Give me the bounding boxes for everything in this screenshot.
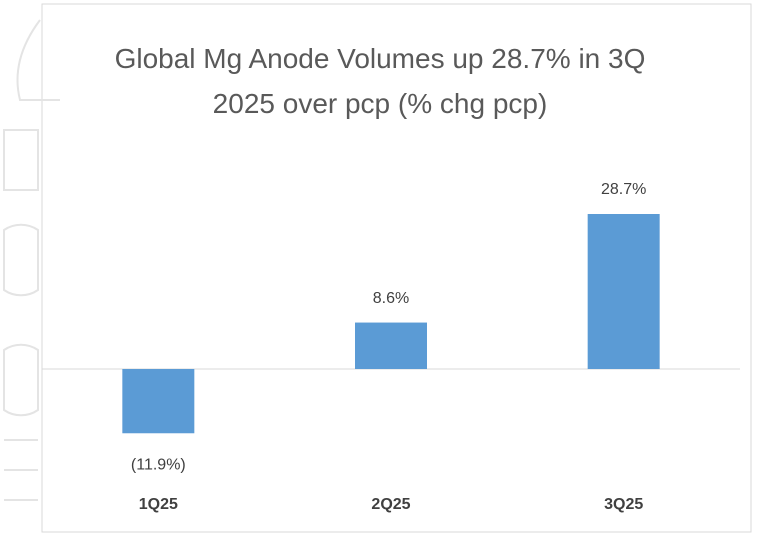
bar: [355, 322, 427, 369]
data-label: 28.7%: [601, 181, 646, 198]
data-label: 8.6%: [373, 290, 409, 307]
chart-border: [41, 3, 752, 533]
watermark: [3, 19, 60, 501]
chart-title: Global Mg Anode Volumes up 28.7% in 3Q 2…: [114, 43, 646, 119]
data-label: (11.9%): [131, 456, 186, 473]
x-tick-label: 2Q25: [371, 496, 410, 513]
bar: [587, 214, 660, 369]
x-tick-label: 3Q25: [604, 496, 643, 513]
x-tick-label: 1Q25: [139, 496, 178, 513]
bar: [122, 369, 195, 434]
